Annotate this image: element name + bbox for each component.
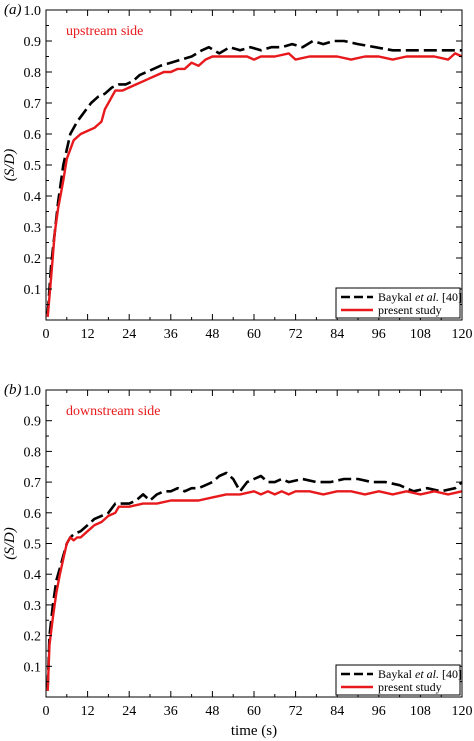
panel-label: (b) [4, 382, 22, 398]
y-tick-label: 0.6 [24, 507, 42, 522]
x-tick-label: 96 [372, 704, 386, 719]
legend-box [335, 287, 461, 319]
y-tick-label: 0.8 [24, 66, 42, 81]
x-tick-label: 12 [81, 327, 95, 342]
x-tick-label: 0 [43, 704, 50, 719]
y-tick-label: 0.6 [24, 128, 42, 143]
y-tick-label: 0.8 [24, 445, 42, 460]
y-tick-label: 0.1 [24, 660, 42, 675]
series-line-present [46, 52, 463, 318]
legend-label-baykal: Baykal et al. [40] [378, 290, 462, 304]
x-tick-label: 120 [452, 327, 473, 342]
y-tick-label: 0.3 [24, 599, 42, 614]
y-tick-label: 0.2 [24, 630, 42, 645]
x-tick-label: 48 [205, 327, 219, 342]
x-tick-label: 96 [372, 327, 386, 342]
panel-annotation: downstream side [66, 404, 160, 419]
x-tick-label: 0 [43, 327, 50, 342]
x-tick-label: 72 [289, 327, 303, 342]
series-line-baykal [46, 471, 463, 688]
y-axis-label: (S/D) [2, 527, 18, 560]
y-tick-label: 0.7 [24, 97, 42, 112]
x-tick-label: 84 [330, 327, 344, 342]
series-line-present [46, 490, 463, 691]
legend: Baykal et al. [40]present study [335, 664, 462, 696]
x-tick-label: 72 [289, 704, 303, 719]
y-tick-label: 0.9 [24, 35, 42, 50]
legend-box [335, 664, 461, 696]
panel-label: (a) [4, 2, 22, 18]
panel-annotation: upstream side [66, 24, 143, 39]
chart-panel-b: 0 12 24 36 48 60 72 84 96 108 120 0.1 0.2 0.3 0.4 0.5 0.… [2, 382, 473, 739]
y-tick-label: 0.9 [24, 415, 42, 430]
legend-label-baykal: Baykal et al. [40] [378, 667, 462, 681]
x-tick-label: 60 [247, 327, 261, 342]
y-tick-label: 0.4 [24, 568, 42, 583]
x-tick-label: 12 [81, 704, 95, 719]
y-tick-label: 0.7 [24, 476, 42, 491]
y-tick-label: 0.2 [24, 252, 42, 267]
plot-frame [45, 389, 463, 698]
legend: Baykal et al. [40]present study [335, 287, 462, 319]
legend-label-present: present study [378, 680, 442, 694]
y-tick-label: 0.5 [24, 538, 42, 553]
y-tick-label: 0.3 [24, 221, 42, 236]
plot-frame [45, 9, 463, 321]
x-tick-label: 108 [410, 704, 431, 719]
chart-panel-a: 0 12 24 36 48 60 72 84 96 108 120 0.1 0.2 0.3 0.4 0.5 0.… [2, 2, 473, 342]
legend-label-present: present study [378, 303, 442, 317]
y-tick-label: 1.0 [24, 4, 42, 19]
x-tick-label: 36 [164, 704, 178, 719]
x-tick-label: 108 [410, 327, 431, 342]
series-line-baykal [46, 39, 462, 314]
x-tick-label: 24 [122, 327, 136, 342]
x-tick-label: 36 [164, 327, 178, 342]
x-tick-label: 60 [247, 704, 261, 719]
y-axis-label: (S/D) [2, 149, 18, 182]
x-tick-label: 84 [330, 704, 344, 719]
y-tick-label: 1.0 [24, 384, 42, 399]
y-tick-label: 0.5 [24, 159, 42, 174]
x-tick-label: 24 [122, 704, 136, 719]
x-tick-label: 120 [452, 704, 473, 719]
y-tick-label: 0.4 [24, 190, 42, 205]
y-tick-label: 0.1 [24, 283, 42, 298]
x-axis-label: time (s) [231, 723, 277, 739]
x-tick-label: 48 [205, 704, 219, 719]
